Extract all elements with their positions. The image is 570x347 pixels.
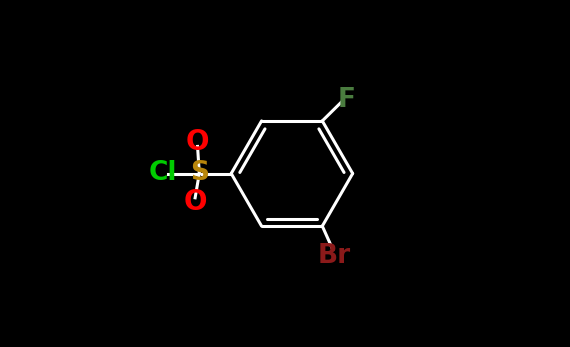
Text: Cl: Cl (149, 161, 177, 186)
Text: O: O (186, 128, 209, 156)
Text: O: O (184, 188, 207, 216)
Text: F: F (337, 87, 356, 113)
Text: Br: Br (318, 243, 351, 269)
Text: S: S (190, 161, 209, 186)
